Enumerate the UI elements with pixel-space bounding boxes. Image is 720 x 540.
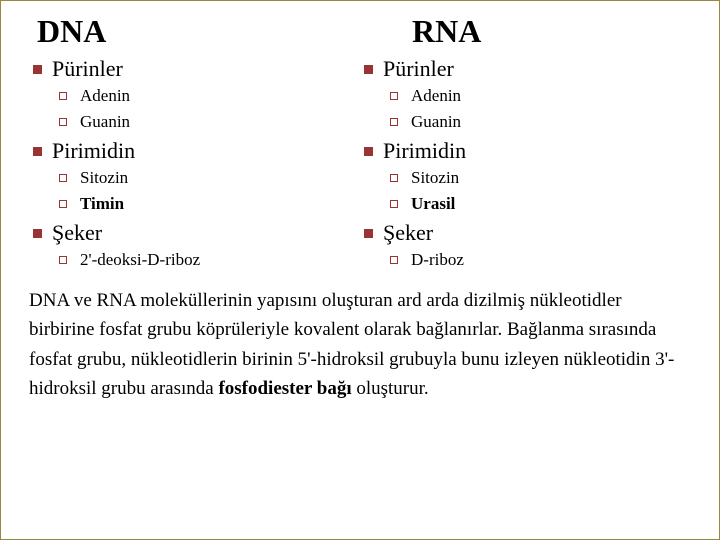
paragraph-bold: fosfodiester bağı [218,378,351,399]
item-label: 2'-deoksi-D-riboz [80,250,200,270]
title-rna: RNA [360,13,691,50]
title-dna: DNA [29,13,360,50]
square-bullet-hollow-icon [59,256,67,264]
list-item: Urasil [390,194,691,214]
sub-list: Sitozin Urasil [390,168,691,214]
square-bullet-filled-icon [364,147,373,156]
sub-list: 2'-deoksi-D-riboz [59,250,360,270]
list-item: D-riboz [390,250,691,270]
square-bullet-filled-icon [33,65,42,74]
section-pirimidin-left: Pirimidin Sitozin Timin [29,138,360,214]
item-label: Guanin [411,112,461,132]
square-bullet-filled-icon [33,147,42,156]
section-label: Pirimidin [52,138,135,164]
item-label: Adenin [80,86,130,106]
sub-list: Adenin Guanin [390,86,691,132]
section-head: Pürinler [33,56,360,82]
paragraph-post: oluşturur. [352,378,429,399]
square-bullet-filled-icon [364,65,373,74]
list-item: Sitozin [390,168,691,188]
square-bullet-hollow-icon [390,118,398,126]
square-bullet-hollow-icon [390,200,398,208]
square-bullet-hollow-icon [59,92,67,100]
square-bullet-filled-icon [364,229,373,238]
sub-list: Sitozin Timin [59,168,360,214]
list-item: Adenin [390,86,691,106]
item-label: Sitozin [80,168,128,188]
item-label: Sitozin [411,168,459,188]
section-label: Pürinler [383,56,454,82]
list-item: Timin [59,194,360,214]
column-dna: DNA Pürinler Adenin Guanin Pirimidin [29,13,360,276]
item-label: Adenin [411,86,461,106]
square-bullet-hollow-icon [390,92,398,100]
item-label: Timin [80,194,124,214]
section-head: Şeker [33,220,360,246]
square-bullet-hollow-icon [390,256,398,264]
list-item: 2'-deoksi-D-riboz [59,250,360,270]
section-purinler-right: Pürinler Adenin Guanin [360,56,691,132]
list-item: Guanin [390,112,691,132]
section-head: Pürinler [364,56,691,82]
list-item: Guanin [59,112,360,132]
section-purinler-left: Pürinler Adenin Guanin [29,56,360,132]
square-bullet-hollow-icon [390,174,398,182]
list-item: Adenin [59,86,360,106]
item-label: Urasil [411,194,455,214]
item-label: D-riboz [411,250,464,270]
section-seker-right: Şeker D-riboz [360,220,691,270]
section-head: Pirimidin [364,138,691,164]
sub-list: Adenin Guanin [59,86,360,132]
sub-list: D-riboz [390,250,691,270]
square-bullet-hollow-icon [59,118,67,126]
section-head: Pirimidin [33,138,360,164]
section-head: Şeker [364,220,691,246]
section-label: Şeker [383,220,433,246]
section-pirimidin-right: Pirimidin Sitozin Urasil [360,138,691,214]
square-bullet-hollow-icon [59,200,67,208]
section-label: Pürinler [52,56,123,82]
section-label: Pirimidin [383,138,466,164]
columns: DNA Pürinler Adenin Guanin Pirimidin [29,13,691,276]
section-label: Şeker [52,220,102,246]
column-rna: RNA Pürinler Adenin Guanin Pirimidin [360,13,691,276]
square-bullet-hollow-icon [59,174,67,182]
item-label: Guanin [80,112,130,132]
body-paragraph: DNA ve RNA moleküllerinin yapısını oluşt… [29,286,691,404]
square-bullet-filled-icon [33,229,42,238]
list-item: Sitozin [59,168,360,188]
section-seker-left: Şeker 2'-deoksi-D-riboz [29,220,360,270]
